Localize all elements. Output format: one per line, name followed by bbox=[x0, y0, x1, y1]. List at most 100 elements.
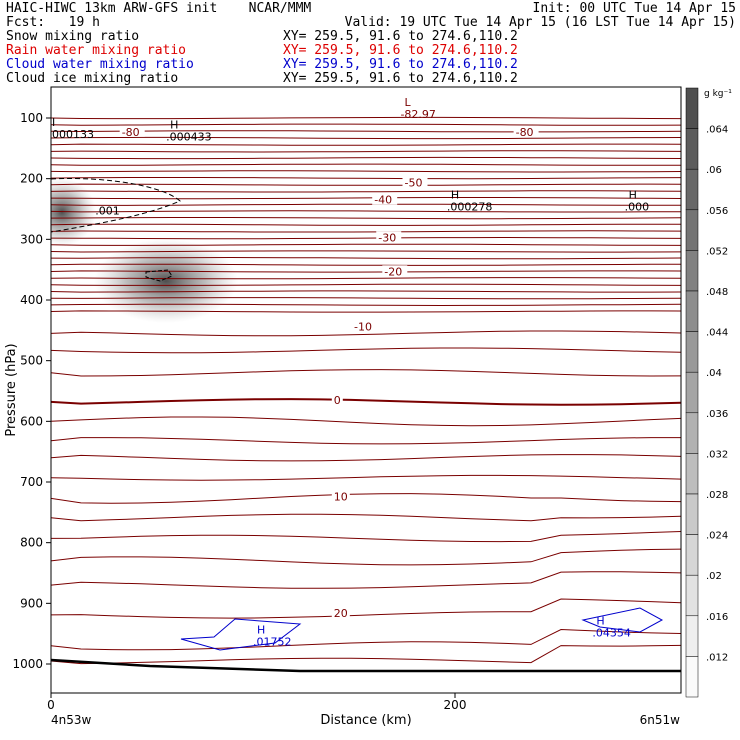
colorbar-swatch bbox=[685, 168, 699, 211]
contour-label-bg bbox=[372, 193, 398, 205]
colorbar-swatch bbox=[685, 453, 699, 495]
temperature-contour-line bbox=[51, 156, 681, 160]
colorbar-label: .012 bbox=[706, 652, 728, 663]
temperature-contour-line bbox=[51, 223, 681, 226]
colorbar-swatch bbox=[685, 290, 699, 332]
colorbar-label: .056 bbox=[706, 206, 728, 217]
colorbar-label: .036 bbox=[706, 409, 728, 420]
contour-label-bg bbox=[119, 125, 145, 137]
extremum-value: .01752 bbox=[253, 636, 292, 649]
temperature-contour-line bbox=[51, 398, 681, 406]
colorbar-swatch bbox=[685, 250, 699, 292]
extremum-marker: H bbox=[170, 118, 178, 131]
temperature-contour-label: -10 bbox=[354, 321, 372, 334]
temperature-contour-line bbox=[51, 628, 681, 651]
terrain-surface-line bbox=[51, 658, 681, 673]
temperature-contour-line bbox=[51, 143, 681, 146]
header-left-line-5: Cloud ice mixing ratio bbox=[6, 71, 179, 86]
extremum-value: .04354 bbox=[592, 627, 631, 640]
shaded-ice-layer bbox=[51, 178, 238, 323]
temperature-contour-label: -80 bbox=[122, 126, 140, 139]
header-right-line-2: XY= 259.5, 91.6 to 274.6,110.2 bbox=[283, 29, 518, 44]
temperature-contour-line bbox=[51, 170, 681, 173]
header-right-line-5: XY= 259.5, 91.6 to 274.6,110.2 bbox=[283, 71, 518, 86]
ice-contour-peak bbox=[145, 269, 173, 282]
snow-contour bbox=[51, 178, 181, 233]
colorbar-label: .04 bbox=[706, 368, 722, 379]
y-tick-label: 1000 bbox=[12, 657, 43, 671]
cloud-water-contour-right bbox=[581, 607, 664, 633]
extremum-value: .000 bbox=[625, 201, 650, 214]
colorbar-swatch bbox=[685, 493, 699, 535]
extremum-marker: H bbox=[451, 189, 459, 202]
y-tick-label: 700 bbox=[20, 475, 43, 489]
contour-label-bg bbox=[331, 606, 350, 618]
temperature-contours bbox=[51, 116, 681, 665]
contour-label-bg bbox=[513, 125, 539, 137]
ice-shade-lower bbox=[94, 239, 238, 323]
extremum-marker: H bbox=[596, 615, 604, 628]
temperature-contour-line bbox=[51, 437, 681, 445]
left-endpoint-label: 4n53w bbox=[51, 713, 92, 727]
temperature-contour-label: -40 bbox=[374, 194, 392, 207]
colorbar-swatch bbox=[685, 371, 699, 414]
temperature-contour-line bbox=[51, 217, 681, 220]
temperature-contour-line bbox=[51, 250, 681, 253]
header-left-line-4: Cloud water mixing ratio bbox=[6, 57, 194, 72]
mixing-ratio-contour-label: .001 bbox=[95, 205, 120, 218]
temperature-contour-line bbox=[51, 416, 681, 427]
colorbar-swatch bbox=[685, 128, 699, 170]
header-right-line-1: Valid: 19 UTC Tue 14 Apr 15 (16 LST Tue … bbox=[344, 15, 736, 30]
temperature-contour-line bbox=[51, 493, 681, 504]
colorbar-swatch bbox=[685, 534, 699, 576]
header-right-line-3: XY= 259.5, 91.6 to 274.6,110.2 bbox=[283, 43, 518, 58]
temperature-contour-label: 10 bbox=[334, 490, 348, 503]
colorbar-label: .052 bbox=[706, 246, 728, 257]
temperature-contour-label: -20 bbox=[384, 265, 402, 278]
right-endpoint-label: 6n51w bbox=[640, 713, 681, 727]
header-left-line-1: Fcst: 19 h bbox=[6, 15, 100, 30]
colorbar-label: .06 bbox=[706, 165, 722, 176]
temperature-contour-line bbox=[51, 303, 681, 307]
extremum-marker: L bbox=[404, 96, 411, 109]
y-tick-label: 500 bbox=[20, 354, 43, 368]
temperature-contour-line bbox=[51, 256, 681, 260]
contour-label-bg bbox=[376, 231, 402, 243]
temperature-contour-line bbox=[51, 347, 681, 354]
temperature-contour-line bbox=[51, 270, 681, 273]
contour-labels: -80 -80-50-40-30-20-1001020L-82.97H.00043… bbox=[52, 96, 649, 649]
temperature-contour-line bbox=[51, 474, 681, 481]
edge-label: I bbox=[52, 116, 55, 129]
colorbar-swatch bbox=[685, 656, 699, 698]
colorbar: .064 .06 .056 .052 .048 .044 .04 .036 .032 .028 .0… bbox=[685, 87, 732, 698]
x-tick-label: 0 bbox=[47, 698, 55, 712]
y-tick-label: 300 bbox=[20, 232, 43, 246]
temperature-contour-line bbox=[51, 136, 681, 140]
temperature-contour-line bbox=[51, 210, 681, 213]
mixing-ratio-contours bbox=[51, 178, 681, 673]
temperature-contour-line bbox=[51, 330, 681, 337]
x-tick-label: 200 bbox=[444, 698, 467, 712]
y-tick-label: 400 bbox=[20, 293, 43, 307]
header-right-line-0: Init: 00 UTC Tue 14 Apr 15 bbox=[532, 1, 737, 16]
temperature-contour-line bbox=[51, 644, 681, 665]
edge-label: 000133 bbox=[52, 128, 94, 141]
plot-frame bbox=[50, 86, 682, 694]
y-tick-label: 900 bbox=[20, 596, 43, 610]
contour-label-bg bbox=[382, 265, 408, 277]
temperature-contour-line bbox=[51, 369, 681, 377]
extremum-value: .000433 bbox=[166, 130, 212, 143]
colorbar-swatch bbox=[685, 87, 699, 129]
colorbar-label: .048 bbox=[706, 287, 728, 298]
temperature-contour-line bbox=[51, 123, 681, 126]
header-left-line-2: Snow mixing ratio bbox=[6, 29, 140, 44]
temperature-contour-line bbox=[51, 116, 681, 120]
extremum-marker: H bbox=[257, 624, 265, 637]
colorbar-label: .028 bbox=[706, 490, 728, 501]
colorbar-swatch bbox=[685, 331, 699, 373]
temperature-contour-label: 0 bbox=[334, 394, 341, 407]
colorbar-label: .044 bbox=[706, 328, 728, 339]
